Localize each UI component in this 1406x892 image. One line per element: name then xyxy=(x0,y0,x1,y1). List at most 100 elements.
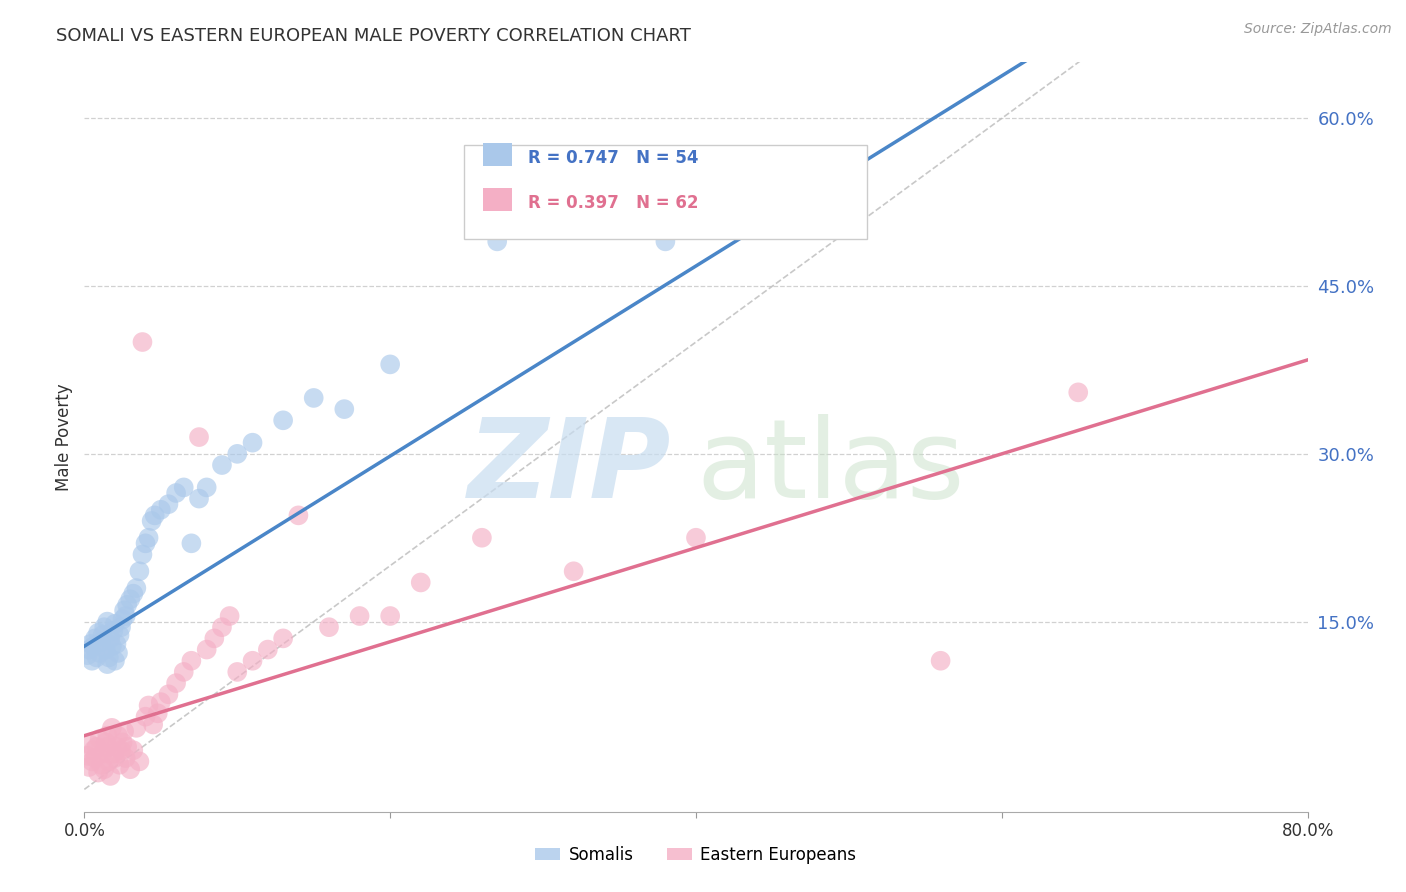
Point xyxy=(1067,385,1090,400)
Point xyxy=(96,657,118,672)
Point xyxy=(98,769,121,783)
Point xyxy=(114,751,136,765)
Point xyxy=(409,575,432,590)
Point xyxy=(80,654,103,668)
Point xyxy=(107,646,129,660)
Point xyxy=(486,235,509,249)
Point xyxy=(165,676,187,690)
Point xyxy=(165,486,187,500)
Point xyxy=(96,729,118,743)
Point xyxy=(471,531,494,545)
Point xyxy=(111,735,134,749)
Point xyxy=(318,620,340,634)
Point xyxy=(105,739,128,754)
Point xyxy=(93,620,115,634)
Point xyxy=(77,760,100,774)
Point xyxy=(173,480,195,494)
Point xyxy=(125,581,148,595)
Point xyxy=(112,603,135,617)
Point xyxy=(111,612,134,626)
Point xyxy=(180,536,202,550)
Point xyxy=(188,430,211,444)
Point xyxy=(120,762,142,776)
Point xyxy=(195,642,218,657)
Point xyxy=(90,757,112,772)
Point xyxy=(94,642,117,657)
Point xyxy=(97,755,120,769)
Point xyxy=(287,508,309,523)
Text: Source: ZipAtlas.com: Source: ZipAtlas.com xyxy=(1244,22,1392,37)
Point xyxy=(115,739,138,754)
Point xyxy=(101,721,124,735)
Point xyxy=(128,564,150,578)
Point xyxy=(654,235,676,249)
Point xyxy=(93,762,115,776)
Point xyxy=(131,334,153,349)
Point xyxy=(149,502,172,516)
Point xyxy=(211,458,233,472)
Point xyxy=(103,747,125,761)
Point xyxy=(135,536,157,550)
Point xyxy=(685,531,707,545)
Point xyxy=(103,624,125,638)
Point xyxy=(135,709,157,723)
Point xyxy=(94,735,117,749)
Point xyxy=(180,654,202,668)
Point xyxy=(195,480,218,494)
Point xyxy=(125,721,148,735)
Text: ZIP: ZIP xyxy=(468,414,672,521)
Point xyxy=(115,598,138,612)
Point xyxy=(110,743,132,757)
Point xyxy=(218,609,240,624)
Point xyxy=(142,717,165,731)
Point xyxy=(157,687,180,701)
Point xyxy=(105,637,128,651)
Point xyxy=(104,616,127,631)
Point xyxy=(110,620,132,634)
Point xyxy=(562,564,585,578)
Text: SOMALI VS EASTERN EUROPEAN MALE POVERTY CORRELATION CHART: SOMALI VS EASTERN EUROPEAN MALE POVERTY … xyxy=(56,27,692,45)
Point xyxy=(97,650,120,665)
Point xyxy=(108,628,131,642)
FancyBboxPatch shape xyxy=(464,145,868,238)
Point xyxy=(380,609,402,624)
Point xyxy=(257,642,280,657)
Point xyxy=(122,743,145,757)
Point xyxy=(90,634,112,648)
Point xyxy=(91,628,114,642)
Point xyxy=(380,358,402,372)
Point xyxy=(112,724,135,739)
Point xyxy=(202,632,225,646)
Point xyxy=(84,751,107,765)
Point xyxy=(76,648,98,662)
Point xyxy=(101,639,124,653)
Point xyxy=(271,413,294,427)
Point xyxy=(120,592,142,607)
Point xyxy=(271,632,294,646)
Point xyxy=(89,732,111,747)
FancyBboxPatch shape xyxy=(484,188,513,211)
Point xyxy=(146,706,169,721)
Point xyxy=(128,755,150,769)
Point xyxy=(211,620,233,634)
Point xyxy=(79,738,101,752)
Point xyxy=(98,632,121,646)
Point xyxy=(143,508,166,523)
Point xyxy=(226,665,249,679)
Point xyxy=(104,751,127,765)
Point xyxy=(108,757,131,772)
Point xyxy=(96,739,118,754)
Point xyxy=(149,695,172,709)
Point xyxy=(84,632,107,646)
Point xyxy=(333,402,356,417)
Point xyxy=(226,447,249,461)
Point xyxy=(83,639,105,653)
Point xyxy=(80,755,103,769)
Legend: Somalis, Eastern Europeans: Somalis, Eastern Europeans xyxy=(529,839,863,871)
Point xyxy=(87,625,110,640)
Point xyxy=(157,497,180,511)
Point xyxy=(302,391,325,405)
Y-axis label: Male Poverty: Male Poverty xyxy=(55,384,73,491)
Point xyxy=(141,514,163,528)
Point xyxy=(242,435,264,450)
